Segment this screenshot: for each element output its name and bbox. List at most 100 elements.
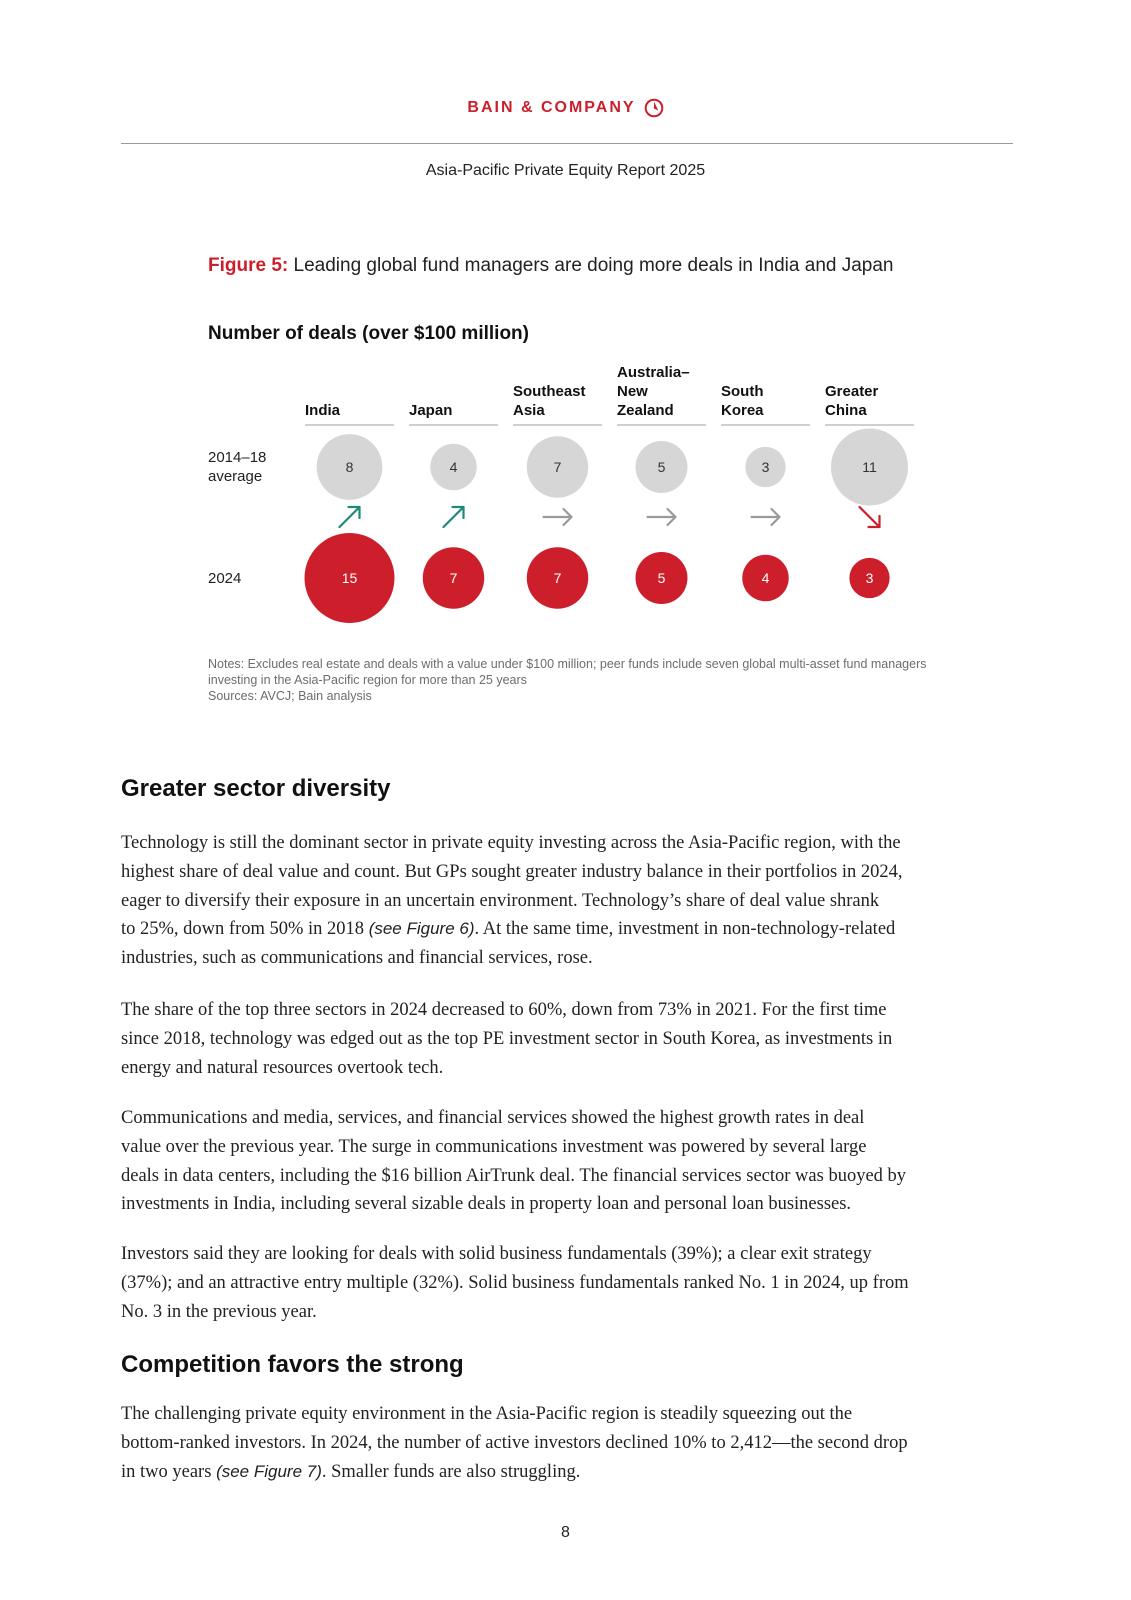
arrow-head — [770, 507, 781, 527]
arrow-shaft — [858, 505, 881, 529]
row-label: 2014–18 average — [208, 449, 266, 485]
figure-notes: Notes: Excludes real estate and deals wi… — [208, 656, 928, 704]
trend-arrow-icon — [858, 505, 881, 529]
column-header: India — [305, 402, 341, 419]
body-paragraph: Technology is still the dominant sector … — [121, 829, 1021, 973]
text-run: No. 3 in the previous year. — [121, 1301, 317, 1322]
bubble — [526, 436, 589, 498]
bubble — [526, 547, 589, 609]
text-run: The share of the top three sectors in 20… — [121, 1000, 887, 1020]
column-underline — [825, 424, 914, 426]
bubble-value-label: 7 — [554, 570, 562, 586]
body-paragraph: The share of the top three sectors in 20… — [121, 996, 1021, 1082]
text-run: The challenging private equity environme… — [121, 1404, 853, 1424]
arrow-head — [347, 505, 361, 520]
body-paragraph: Investors said they are looking for deal… — [121, 1240, 1021, 1326]
bubble-chart: 2014–18 average 2024 India 8 15 Japan 4 7 Southea… — [208, 364, 914, 623]
sources-text: Sources: AVCJ; Bain analysis — [208, 689, 372, 703]
bubble-value-label: 7 — [554, 459, 562, 475]
trend-arrow-icon — [646, 507, 677, 527]
bubble-value-label: 4 — [450, 459, 458, 475]
bain-logo-icon — [644, 98, 663, 118]
bubble — [316, 434, 383, 500]
bubble-value-label: 15 — [342, 570, 358, 586]
trend-arrow-icon — [750, 507, 781, 527]
column-header-line: Greater — [825, 383, 879, 400]
bubble-value-label: 5 — [658, 459, 666, 475]
row-label-line: average — [208, 468, 262, 485]
column-header-line: India — [305, 402, 341, 419]
bubble-value-label: 11 — [862, 459, 877, 475]
arrow-head — [562, 507, 573, 527]
bubble — [830, 428, 909, 506]
bubble — [635, 552, 688, 604]
column-header-line: Korea — [721, 402, 764, 419]
body-paragraph: The challenging private equity environme… — [121, 1400, 1021, 1486]
text-run: bottom-ranked investors. In 2024, the nu… — [121, 1432, 908, 1453]
column-header-line: China — [825, 402, 867, 419]
text-run: highest share of deal value and count. B… — [121, 861, 903, 882]
column-header-line: Japan — [409, 402, 452, 419]
notes-text: Notes: Excludes real estate and deals wi… — [208, 657, 927, 687]
bubble-value-label: 8 — [346, 459, 354, 475]
column-underline — [721, 424, 810, 426]
section-heading: Competition favors the strong — [121, 1351, 464, 1378]
text-run: deals in data centers, including the $16… — [121, 1165, 907, 1186]
text-run: Technology is still the dominant sector … — [121, 833, 901, 853]
column-underline — [617, 424, 706, 426]
brand-name: BAIN & COMPANY — [467, 99, 636, 116]
bubble — [422, 547, 485, 609]
text-run: to 25%, down from 50% in 2018 — [121, 919, 369, 940]
bubble — [742, 554, 789, 602]
body-paragraph: Communications and media, services, and … — [121, 1104, 1021, 1219]
column-header: Australia– New Zealand — [617, 364, 690, 419]
bubble-value-label: 3 — [762, 459, 770, 475]
column-underline — [305, 424, 394, 426]
text-run: . Smaller funds are also struggling. — [321, 1461, 581, 1482]
column-header-line: Southeast — [513, 383, 586, 400]
column-header-line: Zealand — [617, 402, 674, 419]
column-underline — [513, 424, 602, 426]
figure-caption: Leading global fund managers are doing m… — [293, 255, 894, 276]
bubble-value-label: 3 — [866, 570, 874, 586]
row-label: 2024 — [208, 570, 241, 587]
arrow-head — [451, 505, 465, 520]
text-run: since 2018, technology was edged out as … — [121, 1028, 893, 1049]
column-header-line: New — [617, 383, 648, 400]
trend-arrow-icon — [338, 505, 361, 529]
column-underline — [409, 424, 498, 426]
section-heading: Greater sector diversity — [121, 775, 391, 802]
text-run: . At the same time, investment in non-te… — [474, 919, 896, 940]
arrow-shaft — [338, 505, 361, 529]
bubble — [635, 441, 688, 493]
column-header-line: South — [721, 383, 764, 400]
chart-title: Number of deals (over $100 million) — [208, 323, 529, 344]
trend-arrow-icon — [542, 507, 573, 527]
bubble — [745, 446, 786, 488]
bubble — [430, 443, 477, 491]
arrow-head — [867, 514, 881, 529]
text-run: energy and natural resources overtook te… — [121, 1057, 444, 1078]
bubble-value-label: 7 — [450, 570, 458, 586]
page-number: 8 — [561, 1524, 570, 1541]
row-label-line: 2014–18 — [208, 449, 266, 466]
bubble-value-label: 5 — [658, 570, 666, 586]
column-header-line: Australia– — [617, 364, 690, 381]
text-run: (37%); and an attractive entry multiple … — [121, 1272, 909, 1293]
figure-label: Figure 5: — [208, 255, 289, 276]
column-header: South Korea — [721, 383, 764, 419]
text-run: Investors said they are looking for deal… — [121, 1244, 872, 1264]
text-run: investments in India, including several … — [121, 1194, 852, 1215]
column-header-line: Asia — [513, 402, 545, 419]
arrow-shaft — [442, 505, 465, 529]
bubble-value-label: 4 — [762, 570, 770, 586]
text-run: in two years — [121, 1461, 217, 1482]
text-run: eager to diversify their exposure in an … — [121, 890, 880, 911]
bubble — [304, 533, 395, 623]
header-divider — [121, 143, 1013, 144]
column-header: Greater China — [825, 383, 879, 419]
text-run: value over the previous year. The surge … — [121, 1136, 867, 1157]
text-run: Communications and media, services, and … — [121, 1108, 865, 1128]
arrow-head — [666, 507, 677, 527]
figure-reference: (see Figure 6) — [368, 919, 475, 939]
